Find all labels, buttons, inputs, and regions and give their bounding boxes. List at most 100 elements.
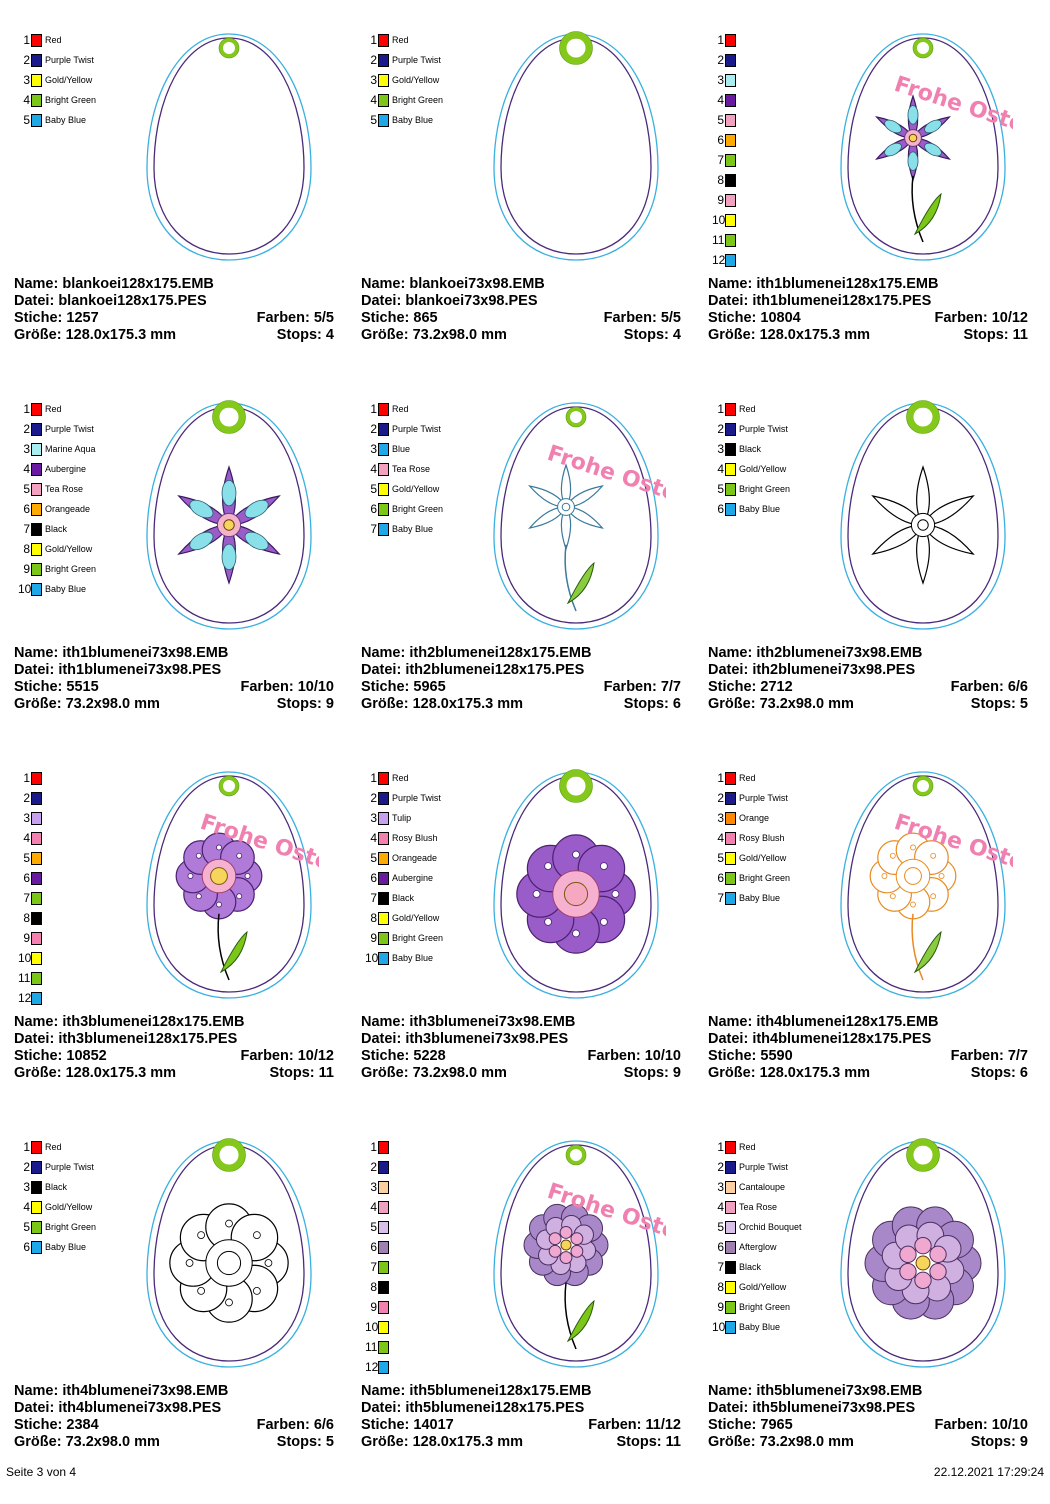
color-swatch [31, 1200, 42, 1214]
color-name: Baby Blue [392, 114, 434, 125]
color-name: Rosy Blush [739, 832, 785, 843]
stop-count: Stops: 4 [277, 327, 334, 344]
color-swatch [378, 1340, 389, 1354]
design-size-value: 73.2x98.0 mm [759, 696, 854, 712]
color-index: 4 [23, 831, 30, 845]
color-name: Baby Blue [392, 523, 434, 534]
color-index: 1 [23, 1140, 30, 1154]
design-file: Datei: ith1blumenei128x175.PES [708, 293, 931, 310]
color-swatch [725, 233, 736, 247]
stitch-row: Stiche: 865 Farben: 5/5 [361, 310, 681, 327]
color-count-value: 5/5 [313, 310, 334, 326]
design-file-label: Datei: [361, 293, 402, 309]
color-swatch [725, 73, 736, 87]
color-swatch [725, 502, 736, 516]
name-row: Name: ith3blumenei128x175.EMB [14, 1014, 334, 1031]
color-index: 5 [370, 1220, 377, 1234]
color-index: 7 [717, 891, 724, 905]
egg-preview-area [486, 28, 666, 264]
color-index: 2 [23, 53, 30, 67]
color-index: 1 [370, 1140, 377, 1154]
stitch-count-value: 5228 [413, 1048, 446, 1064]
color-swatch [31, 93, 42, 107]
color-index: 2 [23, 1160, 30, 1174]
color-swatch-row: 1 Red [18, 399, 128, 419]
design-name-label: Name: [361, 276, 406, 292]
hanger-ring-icon [559, 31, 593, 65]
color-swatch-row: 6 Afterglow [712, 1237, 822, 1257]
hanger-ring-icon [212, 400, 246, 434]
color-swatch [378, 791, 389, 805]
color-swatch [725, 1160, 736, 1174]
color-count-value: 5/5 [660, 310, 681, 326]
color-swatch-row: 3 Tulip [365, 808, 475, 828]
color-index: 6 [717, 871, 724, 885]
color-name: Red [45, 403, 62, 414]
design-name-value: ith2blumenei73x98.EMB [756, 645, 923, 661]
color-swatch-row: 4 Aubergine [18, 459, 128, 479]
color-swatch [31, 811, 42, 825]
color-swatch [31, 1220, 42, 1234]
design-size-value: 128.0x175.3 mm [412, 1434, 524, 1450]
color-swatch-row: 1 Red [18, 1137, 128, 1157]
color-name: Bright Green [45, 1221, 97, 1232]
design-size-value: 128.0x175.3 mm [759, 327, 871, 343]
color-swatch-row: 12 [365, 1357, 475, 1377]
design-file-label: Datei: [361, 662, 402, 678]
flower-motif [871, 465, 975, 585]
color-swatch-row: 3 Cantaloupe [712, 1177, 822, 1197]
color-name: Purple Twist [392, 54, 441, 65]
color-name: Bright Green [45, 94, 97, 105]
color-swatch-row: 7 [365, 1257, 475, 1277]
color-swatch-row: 8 [365, 1277, 475, 1297]
color-name: Cantaloupe [739, 1181, 786, 1192]
design-size: Größe: 128.0x175.3 mm [361, 696, 523, 713]
color-index: 10 [365, 1320, 379, 1334]
color-swatch-row: 6 Orangeade [18, 499, 128, 519]
color-count-value: 6/6 [313, 1417, 334, 1433]
color-swatch-row: 8 [712, 170, 822, 190]
color-swatch-row: 10 [365, 1317, 475, 1337]
design-name-value: ith4blumenei73x98.EMB [62, 1383, 229, 1399]
stop-count-label: Stops: [276, 1434, 322, 1450]
design-name: Name: ith4blumenei128x175.EMB [708, 1014, 939, 1031]
stitch-count: Stiche: 865 [361, 310, 438, 327]
color-name: Black [45, 523, 68, 534]
color-name: Rosy Blush [392, 832, 438, 843]
color-name: Red [392, 772, 409, 783]
stitch-row: Stiche: 10852 Farben: 10/12 [14, 1048, 334, 1065]
stop-count: Stops: 11 [270, 1065, 334, 1082]
color-index: 10 [712, 1320, 726, 1334]
color-swatch [725, 253, 736, 267]
design-size-label: Größe: [708, 696, 756, 712]
color-swatch [31, 562, 42, 576]
color-swatch-row: 4 Rosy Blush [365, 828, 475, 848]
stop-count-value: 4 [325, 327, 334, 343]
color-index: 2 [717, 1160, 724, 1174]
egg-preview-area [486, 766, 666, 1002]
color-swatch-row: 3 Blue [365, 439, 475, 459]
color-count-label: Farben: [603, 310, 657, 326]
design-file-value: blankoei73x98.PES [405, 293, 538, 309]
design-info: Name: ith5blumenei128x175.EMB Datei: ith5… [361, 1383, 681, 1451]
color-index: 3 [370, 73, 377, 87]
color-index: 6 [370, 871, 377, 885]
design-info: Name: ith1blumenei128x175.EMB Datei: ith1… [708, 276, 1028, 344]
color-swatch-row: 12 [18, 988, 128, 1008]
color-name: Black [739, 1261, 762, 1272]
egg-outer-outline [493, 771, 659, 999]
color-swatch [378, 891, 389, 905]
color-index: 3 [23, 442, 30, 456]
stop-count: Stops: 11 [964, 327, 1028, 344]
hanger-ring-icon [559, 769, 593, 803]
color-swatch [378, 1200, 389, 1214]
design-file: Datei: ith5blumenei128x175.PES [361, 1400, 584, 1417]
design-name-label: Name: [361, 1383, 406, 1399]
color-swatch [378, 1180, 389, 1194]
color-swatch-row: 1 [18, 768, 128, 788]
color-index: 4 [23, 1200, 30, 1214]
color-name: Bright Green [392, 503, 444, 514]
color-index: 3 [370, 442, 377, 456]
color-swatch-row: 2 Purple Twist [712, 419, 822, 439]
design-name-value: ith1blumenei73x98.EMB [62, 645, 229, 661]
